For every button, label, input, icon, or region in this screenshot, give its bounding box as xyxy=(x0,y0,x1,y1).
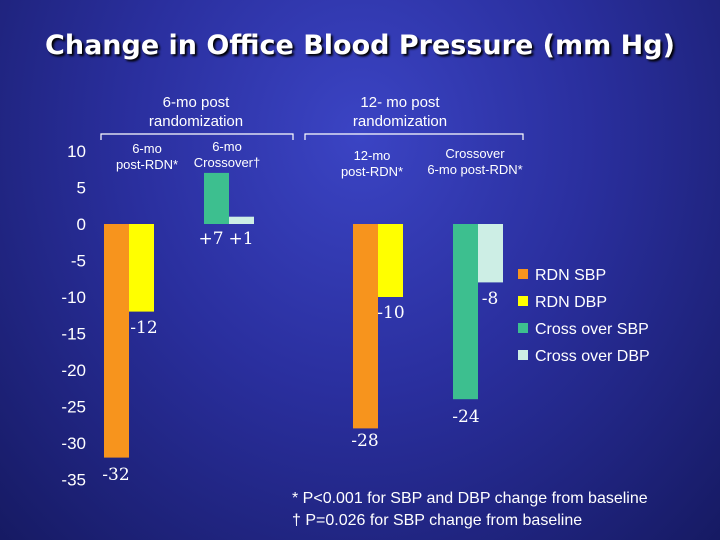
chart-title: Change in Office Blood Pressure (mm Hg) xyxy=(45,30,675,61)
group-header: 6-mo post randomization xyxy=(149,94,243,130)
y-tick-label: -10 xyxy=(61,288,86,307)
category-label: 6-mo post-RDN* xyxy=(116,141,178,172)
y-tick-label: -20 xyxy=(61,361,86,380)
y-tick-label: -15 xyxy=(61,325,86,344)
bar xyxy=(204,172,229,224)
bar xyxy=(104,224,129,458)
y-tick-label: -25 xyxy=(61,398,86,417)
legend-label: Cross over DBP xyxy=(535,348,650,365)
y-tick-label: -35 xyxy=(61,471,86,490)
footnote-sbp: † P=0.026 for SBP change from baseline xyxy=(292,512,583,529)
group-bracket xyxy=(100,133,294,140)
data-label: -32 xyxy=(102,465,129,485)
data-label: -8 xyxy=(482,289,499,309)
bar xyxy=(353,224,378,429)
category-label: 12-mo post-RDN* xyxy=(341,148,403,179)
legend-swatch xyxy=(518,296,528,306)
legend-label: RDN SBP xyxy=(535,267,606,284)
data-label: -28 xyxy=(351,431,378,451)
data-label: -10 xyxy=(377,303,404,323)
bar xyxy=(129,224,154,312)
y-tick-label: 5 xyxy=(77,179,86,198)
category-label: Crossover 6-mo post-RDN* xyxy=(427,146,522,177)
group-header: 12- mo post randomization xyxy=(353,94,447,130)
data-label: +7 xyxy=(198,229,223,249)
bar xyxy=(453,224,478,400)
data-label: +1 xyxy=(228,229,253,249)
bar xyxy=(478,224,503,283)
legend-swatch xyxy=(518,269,528,279)
bar xyxy=(378,224,403,297)
group-bracket xyxy=(304,133,524,140)
legend-label: RDN DBP xyxy=(535,294,607,311)
bar xyxy=(229,216,254,224)
y-tick-label: 0 xyxy=(77,215,86,234)
data-label: -24 xyxy=(452,407,479,427)
y-tick-label: 10 xyxy=(67,142,86,161)
legend-label: Cross over SBP xyxy=(535,321,649,338)
y-tick-label: -5 xyxy=(71,252,86,271)
legend-swatch xyxy=(518,323,528,333)
footnote-sbp-dbp: * P<0.001 for SBP and DBP change from ba… xyxy=(292,490,648,507)
data-label: -12 xyxy=(130,318,157,338)
y-tick-label: -30 xyxy=(61,434,86,453)
legend-swatch xyxy=(518,350,528,360)
category-label: 6-mo Crossover† xyxy=(194,139,260,170)
